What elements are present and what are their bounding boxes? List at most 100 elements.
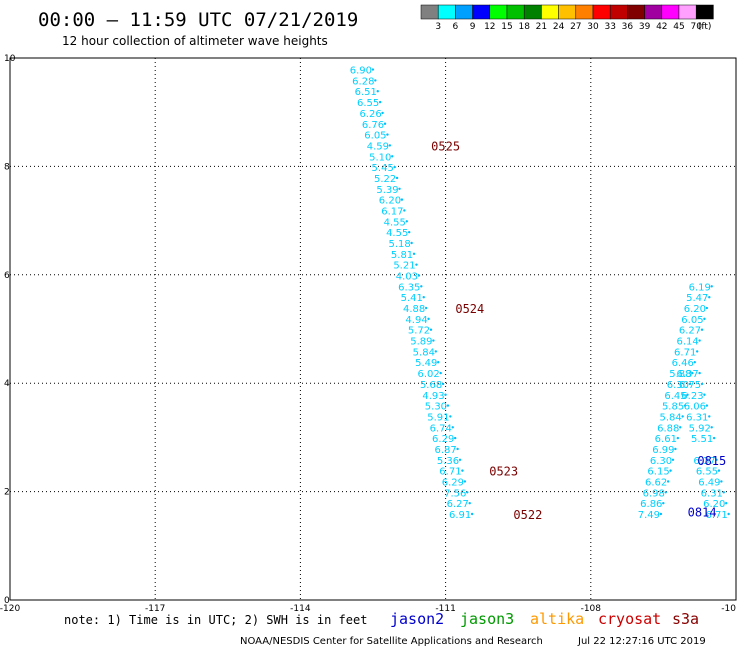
wave-height-label: 6.06 bbox=[684, 402, 706, 413]
x-tick-label: -120 bbox=[0, 604, 20, 614]
track-point bbox=[698, 339, 701, 342]
wave-height-label: 5.81 bbox=[391, 250, 413, 261]
track-point bbox=[708, 415, 711, 418]
track-point bbox=[700, 328, 704, 331]
legend-label: 21 bbox=[536, 22, 547, 32]
wave-height-label: 6.31 bbox=[701, 488, 723, 499]
wave-height-label: 5.84 bbox=[413, 347, 435, 358]
legend-swatch bbox=[695, 4, 714, 20]
wave-height-label: 4.88 bbox=[403, 304, 425, 315]
track-point bbox=[441, 382, 445, 386]
wave-height-label: 5.92 bbox=[689, 423, 711, 434]
track-point bbox=[437, 361, 440, 364]
track-point bbox=[403, 209, 406, 212]
wave-height-label: 6.86 bbox=[640, 499, 662, 510]
legend-label: 24 bbox=[553, 22, 565, 32]
track-point bbox=[676, 436, 680, 440]
wave-height-label: 6.87 bbox=[434, 445, 456, 456]
track-point bbox=[691, 371, 694, 375]
track-point bbox=[388, 144, 392, 147]
track-point bbox=[383, 122, 387, 125]
wave-height-label: 6.23 bbox=[681, 391, 703, 402]
track-point bbox=[374, 79, 377, 82]
legend-unit: (ft) bbox=[698, 22, 712, 32]
wave-height-label: 6.46 bbox=[672, 358, 694, 369]
legend-swatch bbox=[558, 4, 577, 20]
y-tick-label: 4 bbox=[4, 379, 10, 389]
track-point bbox=[391, 155, 394, 158]
wave-height-label: 6.19 bbox=[689, 282, 711, 293]
legend-label: 18 bbox=[518, 22, 530, 32]
track-point bbox=[705, 404, 709, 407]
track-point bbox=[446, 404, 450, 407]
track-point bbox=[395, 176, 399, 180]
x-tick-label: -117 bbox=[145, 604, 165, 614]
track-point bbox=[453, 436, 457, 440]
track-point bbox=[664, 491, 667, 494]
track-point bbox=[420, 285, 423, 288]
color-scale-legend: 3 6 9 12 15 18 21 24 27 30 33 36 39 42 45 70(ft) bbox=[420, 4, 714, 32]
wave-height-label: 5.72 bbox=[408, 326, 430, 337]
wave-height-label: 5.68 bbox=[420, 380, 442, 391]
legend-swatch bbox=[455, 4, 473, 20]
legend-label: 15 bbox=[501, 22, 512, 32]
wave-height-label: 6.61 bbox=[655, 434, 677, 445]
track-point bbox=[410, 241, 413, 245]
wave-height-label: 5.39 bbox=[376, 185, 398, 196]
track-point bbox=[386, 133, 389, 136]
y-tick-label: 2 bbox=[4, 488, 10, 498]
track-point bbox=[688, 382, 692, 386]
track-point bbox=[381, 111, 384, 115]
y-tick-label: 8 bbox=[4, 162, 10, 172]
track-point bbox=[405, 220, 408, 223]
data-marks: 6.906.286.516.556.266.766.054.595.105.45… bbox=[350, 66, 730, 522]
timestamp-text: Jul 22 12:27:16 UTC 2019 bbox=[577, 636, 706, 647]
wave-height-label: 4.03 bbox=[396, 272, 418, 283]
satellite-jason3: jason3 bbox=[460, 610, 514, 628]
track-point bbox=[725, 501, 728, 505]
wave-height-label: 6.35 bbox=[398, 282, 420, 293]
track-point bbox=[463, 480, 467, 483]
legend-swatch bbox=[506, 4, 525, 20]
wave-height-label: 5.41 bbox=[401, 293, 423, 304]
wave-height-label: 5.22 bbox=[374, 174, 396, 185]
wave-height-label: 6.20 bbox=[703, 499, 725, 510]
pass-time-label: 0814 bbox=[688, 505, 717, 519]
legend-swatch bbox=[472, 4, 491, 20]
track-point bbox=[695, 350, 699, 353]
legend-label: 36 bbox=[622, 22, 634, 32]
legend-swatch bbox=[437, 4, 456, 20]
satellite-s3a: s3a bbox=[672, 610, 699, 628]
track-point bbox=[671, 458, 675, 461]
wave-height-label: 6.37 bbox=[693, 456, 715, 467]
track-point bbox=[717, 469, 721, 472]
wave-height-label: 5.21 bbox=[393, 261, 415, 272]
track-point bbox=[415, 263, 418, 266]
wave-height-label: 7.56 bbox=[444, 488, 466, 499]
satellite-jason2: jason2 bbox=[390, 610, 444, 628]
wave-height-label: 6.71 bbox=[674, 347, 696, 358]
track-point bbox=[693, 361, 696, 364]
x-tick-label: -108 bbox=[581, 604, 602, 614]
track-point bbox=[674, 447, 677, 451]
wave-height-label: 5.10 bbox=[369, 152, 391, 163]
wave-height-label: 5.85 bbox=[662, 402, 684, 413]
legend-swatch bbox=[523, 4, 542, 20]
pass-time-label: 0522 bbox=[513, 508, 542, 522]
wave-height-label: 6.31 bbox=[686, 412, 708, 423]
track-point bbox=[376, 90, 379, 93]
legend-label: 30 bbox=[587, 22, 599, 32]
wave-height-label: 6.55 bbox=[696, 467, 718, 478]
track-point bbox=[720, 480, 723, 483]
track-point bbox=[710, 426, 713, 429]
wave-height-label: 6.27 bbox=[447, 499, 469, 510]
plot-area bbox=[9, 57, 737, 601]
wave-height-label: 6.51 bbox=[355, 87, 377, 98]
legend-swatch bbox=[644, 4, 663, 20]
legend-swatch bbox=[575, 4, 594, 20]
wave-height-label: 5.88 bbox=[669, 369, 691, 380]
wave-height-label: 6.20 bbox=[379, 196, 401, 207]
wave-height-label: 6.90 bbox=[350, 66, 372, 77]
track-point bbox=[398, 187, 401, 190]
track-point bbox=[681, 415, 684, 418]
